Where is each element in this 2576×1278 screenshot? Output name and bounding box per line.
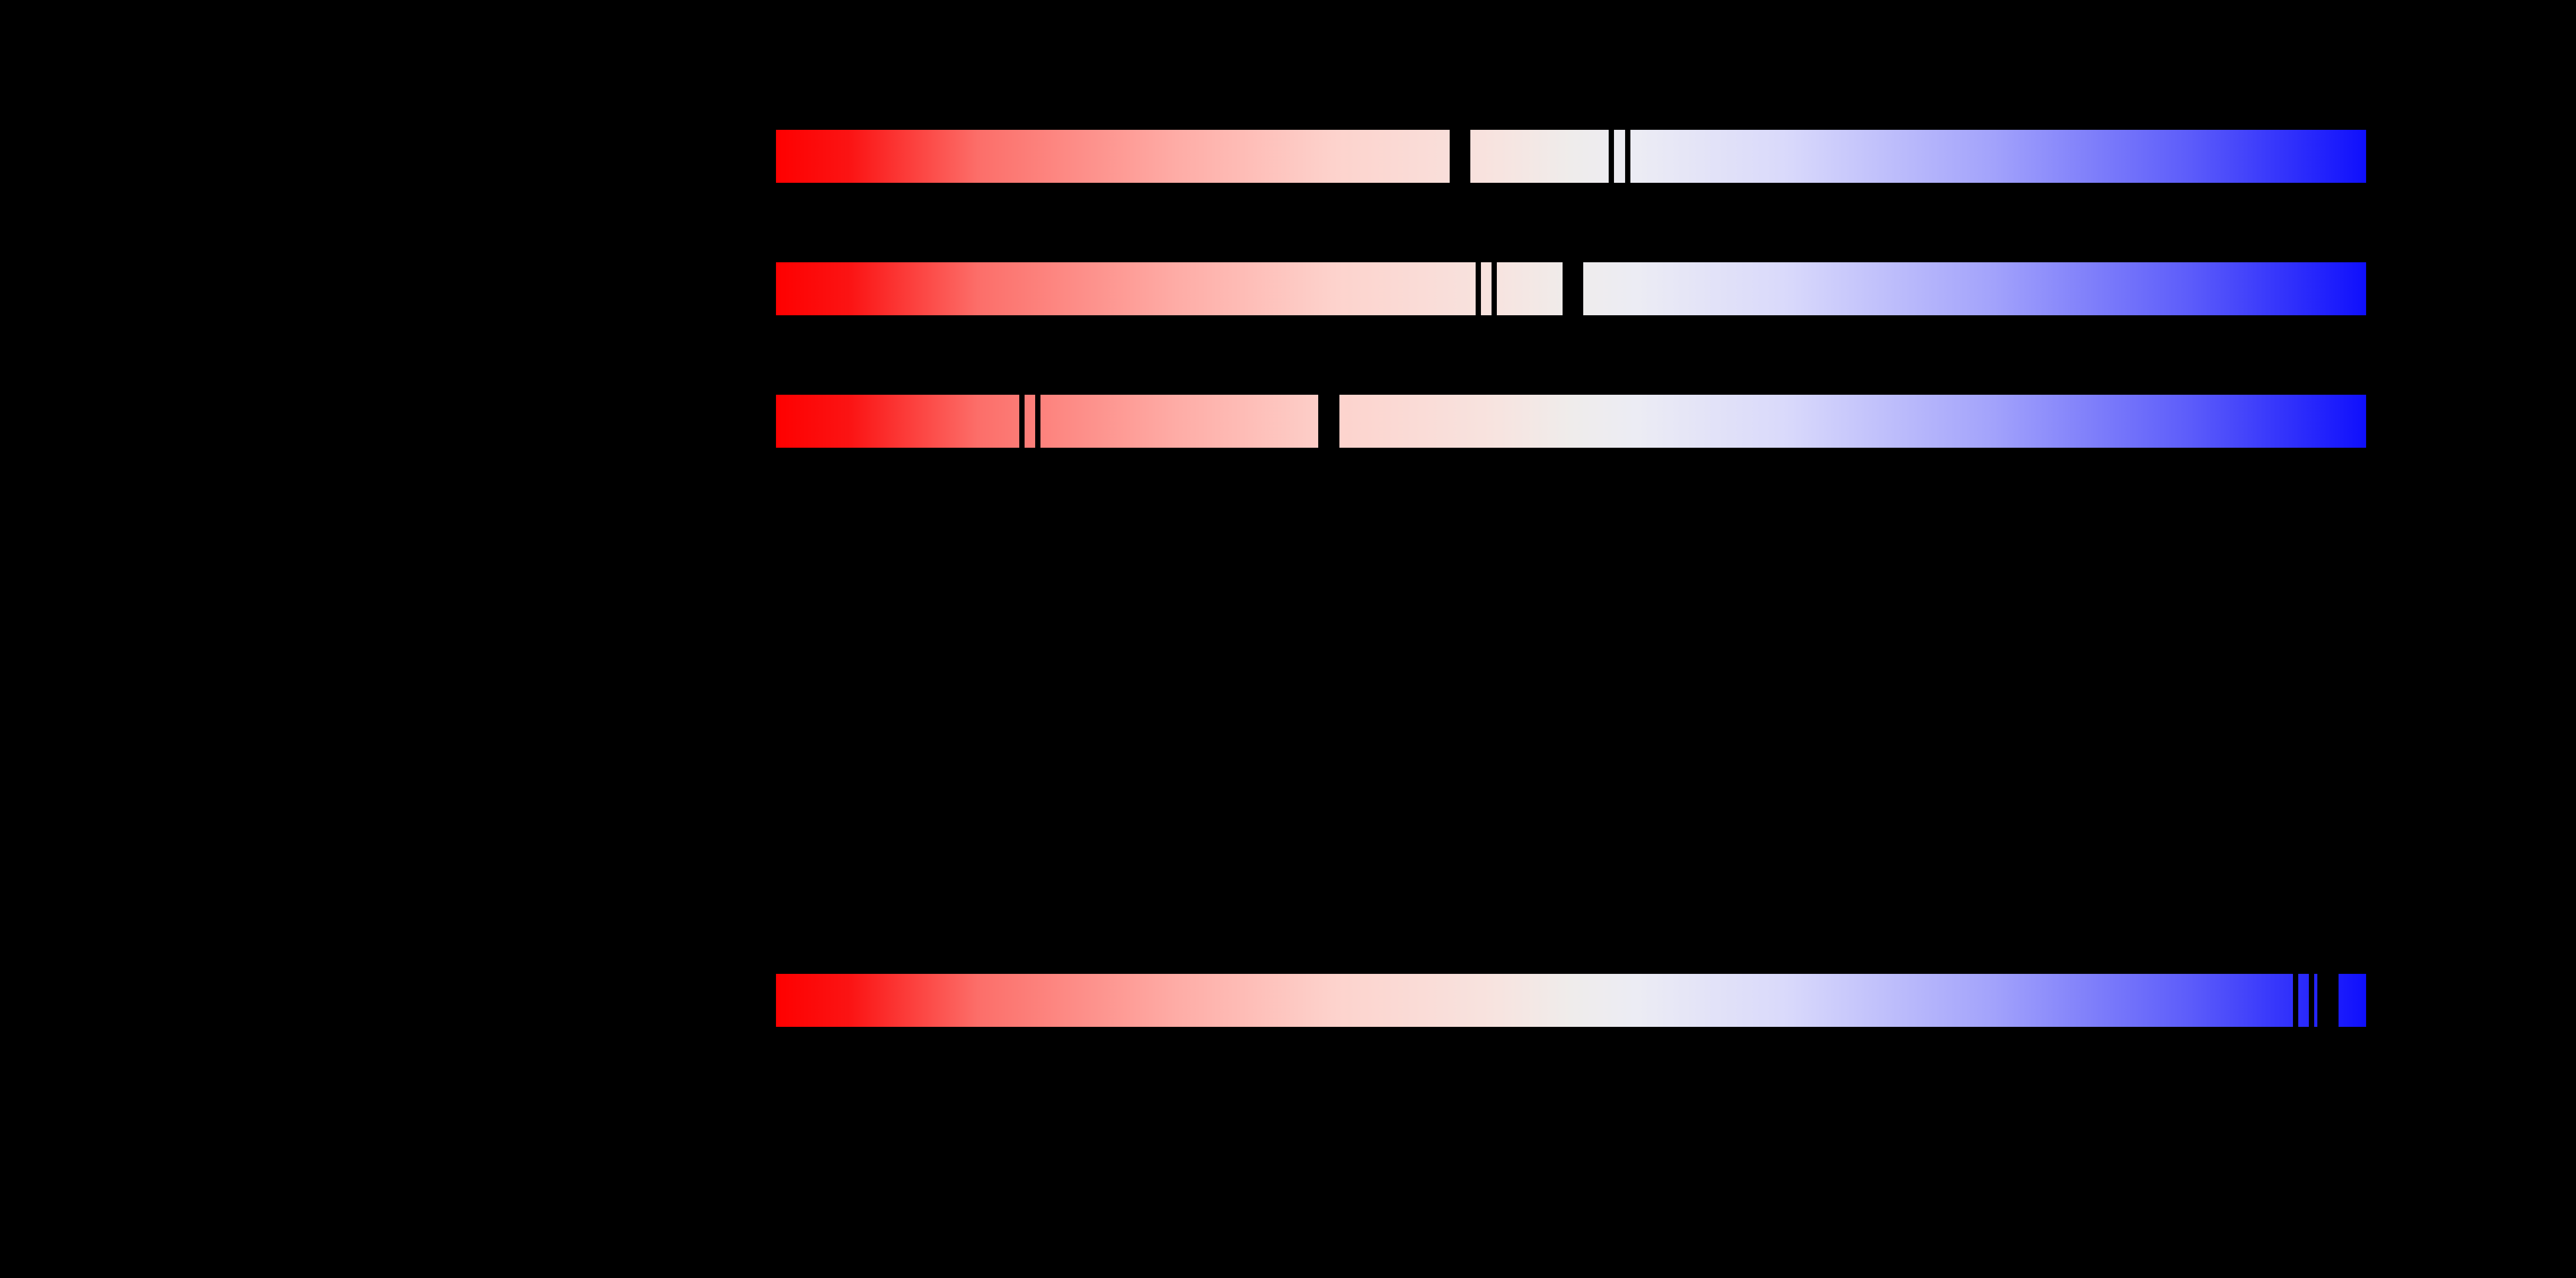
marker-thin-line xyxy=(1492,262,1497,315)
gradient-bar-2 xyxy=(776,262,2366,315)
marker-thin-line xyxy=(1476,262,1481,315)
gradient-bar-1 xyxy=(776,130,2366,183)
marker-wide-line xyxy=(1563,262,1583,315)
marker-thin-line xyxy=(1609,130,1614,183)
marker-wide-line xyxy=(2317,974,2339,1027)
gradient-bar-3 xyxy=(776,395,2366,448)
marker-thin-line xyxy=(2309,974,2314,1027)
marker-thin-line xyxy=(1035,395,1040,448)
marker-wide-line xyxy=(1450,130,1470,183)
marker-thin-line xyxy=(1625,130,1630,183)
gradient-bar-4 xyxy=(776,974,2366,1027)
marker-wide-line xyxy=(1318,395,1339,448)
marker-thin-line xyxy=(2293,974,2298,1027)
marker-thin-line xyxy=(1019,395,1025,448)
